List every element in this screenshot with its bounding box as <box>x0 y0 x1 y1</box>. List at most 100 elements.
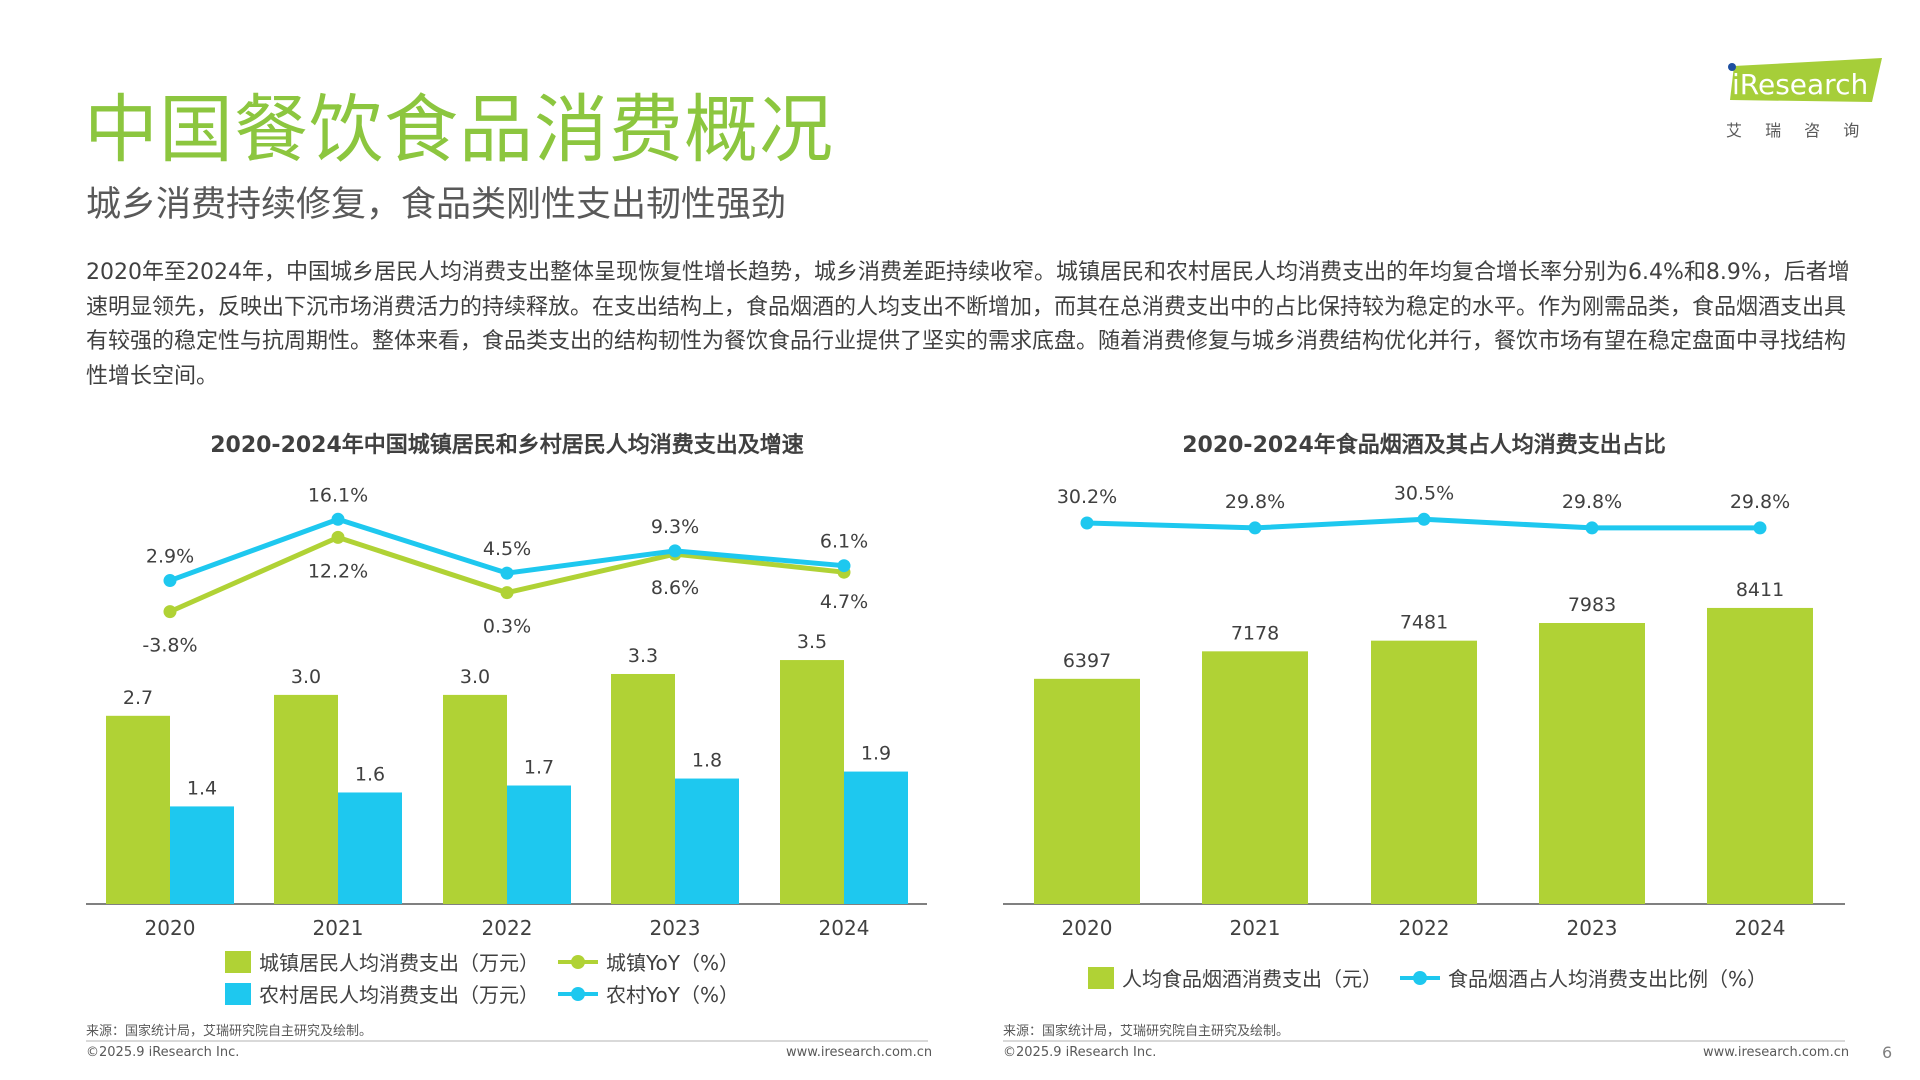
line-point <box>331 530 345 544</box>
iresearch-logo: iResearch 艾 瑞 咨 询 <box>1722 56 1887 146</box>
bar-value-label: 7178 <box>1231 622 1279 644</box>
urban-spend-bar <box>274 694 338 904</box>
bar-value-label: 1.8 <box>692 750 722 772</box>
rural-spend-bar <box>338 792 402 904</box>
line-value-label: 8.6% <box>651 577 699 599</box>
legend-label: 食品烟酒占人均消费支出比例（%） <box>1448 967 1768 991</box>
bar-value-label: 7481 <box>1400 612 1448 634</box>
food-spend-bar <box>1371 640 1477 904</box>
line-point <box>1080 516 1094 530</box>
legend-urban-yoy: 城镇YoY（%） <box>558 947 739 976</box>
left-x-tick: 2021 <box>313 916 364 940</box>
legend-line <box>558 954 598 969</box>
right-divider <box>1003 1040 1845 1042</box>
body-paragraph: 2020年至2024年，中国城乡居民人均消费支出整体呈现恢复性增长趋势，城乡消费… <box>86 260 1850 389</box>
legend-swatch <box>225 950 251 973</box>
left-x-tick: 2024 <box>819 916 870 940</box>
right-x-tick: 2020 <box>1062 916 1113 940</box>
line-value-label: 6.1% <box>820 531 868 553</box>
line-point <box>163 574 177 588</box>
left-x-tick: 2022 <box>482 916 533 940</box>
food-spend-bar <box>1034 678 1140 904</box>
line-value-label: 12.2% <box>308 560 368 582</box>
left-chart-title: 2020-2024年中国城镇居民和乡村居民人均消费支出及增速 <box>210 433 804 458</box>
legend-rural-yoy: 农村YoY（%） <box>558 979 739 1008</box>
bar-value-label: 3.0 <box>460 666 490 688</box>
bar-value-label: 1.7 <box>524 757 554 779</box>
line-value-label: -3.8% <box>142 635 197 657</box>
line-point <box>500 586 514 600</box>
food-spend-bar <box>1202 651 1308 904</box>
bar-value-label: 3.0 <box>291 666 321 688</box>
left-source: 来源：国家统计局，艾瑞研究院自主研究及绘制。 <box>86 1024 373 1039</box>
line-point <box>837 559 851 573</box>
page-title: 中国餐饮食品消费概况 <box>84 87 834 173</box>
right-copyright: ©2025.9 iResearch Inc. <box>1003 1045 1157 1060</box>
legend-label: 农村居民人均消费支出（万元） <box>259 983 539 1007</box>
line-value-label: 29.8% <box>1730 491 1790 513</box>
bar-value-label: 7983 <box>1568 594 1616 616</box>
line-value-label: 4.7% <box>820 591 868 613</box>
rural-spend-bar <box>844 771 908 904</box>
right-chart-title: 2020-2024年食品烟酒及其占人均消费支出占比 <box>1182 433 1666 458</box>
legend-label: 城镇居民人均消费支出（万元） <box>259 951 539 975</box>
urban-spend-bar <box>611 673 675 904</box>
legend-rural-spend: 农村居民人均消费支出（万元） <box>225 979 539 1008</box>
legend-food-share: 食品烟酒占人均消费支出比例（%） <box>1400 963 1767 992</box>
rural-spend-bar <box>170 806 234 904</box>
urban-spend-bar <box>106 715 170 904</box>
right-url[interactable]: www.iresearch.com.cn <box>1703 1045 1850 1060</box>
rural-spend-bar <box>675 778 739 904</box>
rural-spend-bar <box>507 785 571 904</box>
left-x-tick: 2023 <box>650 916 701 940</box>
left-copyright: ©2025.9 iResearch Inc. <box>86 1045 240 1060</box>
line-value-label: 29.8% <box>1225 491 1285 513</box>
food-spend-bar <box>1707 607 1813 904</box>
line-value-label: 2.9% <box>146 546 194 568</box>
right-source: 来源：国家统计局，艾瑞研究院自主研究及绘制。 <box>1003 1024 1290 1039</box>
line-value-label: 4.5% <box>483 538 531 560</box>
line-point <box>163 605 177 619</box>
right-x-tick: 2022 <box>1399 916 1450 940</box>
legend-line <box>1400 970 1440 985</box>
legend-label: 城镇YoY（%） <box>606 951 740 975</box>
left-url[interactable]: www.iresearch.com.cn <box>786 1045 933 1060</box>
line-value-label: 30.5% <box>1394 482 1454 504</box>
legend-swatch <box>225 982 251 1005</box>
line-point <box>1248 521 1262 535</box>
line-value-label: 30.2% <box>1057 486 1117 508</box>
svg-text:iResearch: iResearch <box>1732 68 1868 101</box>
page-subtitle: 城乡消费持续修复，食品类刚性支出韧性强劲 <box>86 185 787 225</box>
line-point <box>1417 512 1431 526</box>
line-point <box>1585 521 1599 535</box>
page-number: 6 <box>1882 1043 1893 1062</box>
svg-text:艾 瑞 咨 询: 艾 瑞 咨 询 <box>1726 121 1868 140</box>
bar-value-label: 6397 <box>1063 650 1111 672</box>
bar-value-label: 8411 <box>1736 579 1784 601</box>
line-point <box>1753 521 1767 535</box>
legend-label: 农村YoY（%） <box>606 983 740 1007</box>
food-spend-bar <box>1539 622 1645 904</box>
line-value-label: 16.1% <box>308 484 368 506</box>
line-value-label: 9.3% <box>651 516 699 538</box>
logo-graphic: iResearch 艾 瑞 咨 询 <box>1726 58 1882 140</box>
right-x-tick: 2021 <box>1230 916 1281 940</box>
urban-spend-bar <box>443 694 507 904</box>
urban-spend-bar <box>780 660 844 904</box>
legend-food-spend: 人均食品烟酒消费支出（元） <box>1088 963 1382 992</box>
legend-urban-spend: 城镇居民人均消费支出（万元） <box>225 947 539 976</box>
line-point <box>331 512 345 526</box>
bar-value-label: 1.4 <box>187 777 217 799</box>
line-point <box>668 544 682 558</box>
line-point <box>500 566 514 580</box>
legend-label: 人均食品烟酒消费支出（元） <box>1122 967 1382 991</box>
right-x-tick: 2024 <box>1735 916 1786 940</box>
legend-line <box>558 986 598 1001</box>
bar-value-label: 3.3 <box>628 645 658 667</box>
bar-value-label: 1.6 <box>355 763 385 785</box>
bar-value-label: 3.5 <box>797 631 827 653</box>
bar-value-label: 2.7 <box>123 687 153 709</box>
line-value-label: 29.8% <box>1562 491 1622 513</box>
right-x-tick: 2023 <box>1567 916 1618 940</box>
